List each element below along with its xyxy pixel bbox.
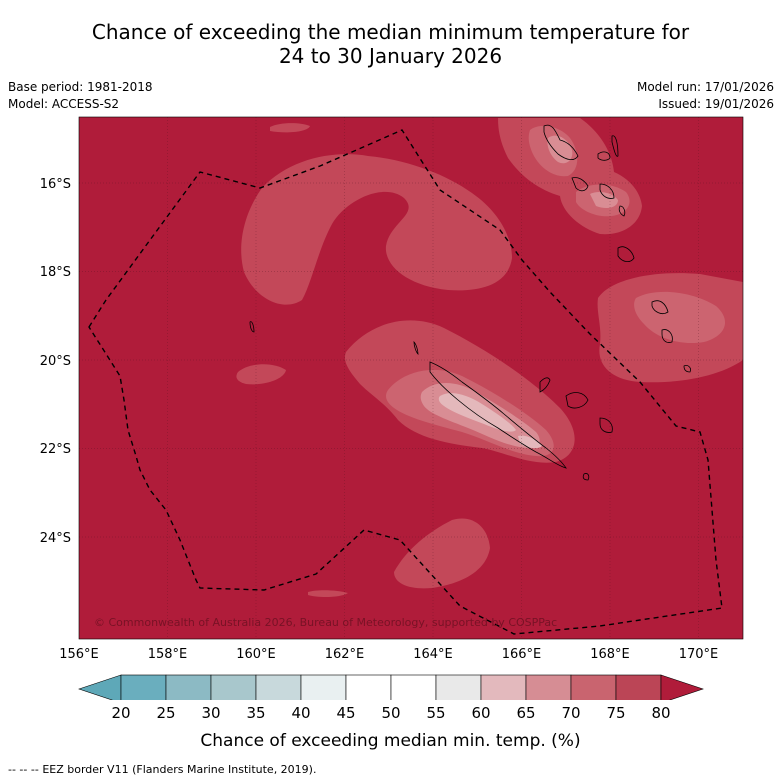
lat-label: 18°S — [40, 265, 71, 280]
vanuatu-efate — [599, 183, 615, 199]
belep-islands — [413, 341, 419, 355]
colorbar-high-arrow — [660, 674, 704, 700]
colorbar-segment — [435, 674, 482, 700]
colorbar-label: Chance of exceeding median min. temp. (%… — [200, 731, 581, 751]
lon-label: 170°E — [679, 647, 719, 662]
map-frame — [78, 116, 744, 640]
loyalty-islands-mare — [599, 417, 613, 433]
gridlines — [79, 117, 743, 639]
legend-footer: -- -- -- EEZ border V11 (Flanders Marine… — [8, 763, 316, 776]
map-area: © Commonwealth of Australia 2026, Bureau… — [79, 117, 743, 639]
vanuatu-malakula — [571, 177, 589, 192]
colorbar-segment — [300, 674, 347, 700]
loyalty-islands-lifou — [565, 392, 589, 409]
colorbar-tick-label: 20 — [111, 704, 131, 722]
colorbar-segment — [120, 674, 167, 700]
lat-label: 20°S — [40, 354, 71, 369]
band65-vanuatu-mid — [590, 192, 618, 208]
band75-top-strip — [270, 123, 310, 133]
eez-legend-text: EEZ border V11 (Flanders Marine Institut… — [42, 763, 317, 776]
colorbar-segment — [615, 674, 662, 700]
longitude-axis: 156°E 158°E 160°E 162°E 164°E 166°E 168°… — [59, 647, 718, 662]
lat-label: 16°S — [40, 177, 71, 192]
colorbar-tick-label: 75 — [606, 704, 626, 722]
colorbar-tick-label: 65 — [516, 704, 536, 722]
lon-label: 160°E — [236, 647, 276, 662]
colorbar-tick-label: 30 — [201, 704, 221, 722]
coastlines — [249, 124, 691, 481]
colorbar-tick-label: 60 — [471, 704, 491, 722]
lat-label: 22°S — [40, 442, 71, 457]
band75-south — [394, 518, 490, 589]
colorbar-segment — [255, 674, 302, 700]
new-caledonia-grande-terre — [429, 361, 567, 469]
colorbar-segment — [210, 674, 257, 700]
chesterfield-islet-1 — [249, 321, 255, 333]
colorbar-tick-label: 70 — [561, 704, 581, 722]
lon-label: 162°E — [325, 647, 365, 662]
colorbar — [78, 674, 704, 700]
colorbar-segment — [345, 674, 392, 700]
lon-label: 158°E — [148, 647, 188, 662]
colorbar-tick-label: 55 — [426, 704, 446, 722]
colorbar-low-arrow — [78, 674, 122, 700]
colorbar-tick-label: 35 — [246, 704, 266, 722]
colorbar-segment — [165, 674, 212, 700]
model-name: Model: ACCESS-S2 — [8, 97, 120, 111]
lon-label: 168°E — [590, 647, 630, 662]
band70-east — [634, 291, 726, 344]
issued-date: Issued: 19/01/2026 — [658, 97, 774, 111]
model-run: Model run: 17/01/2026 — [636, 80, 774, 94]
metadata-left: Base period: 1981-2018 Model: ACCESS-S2 — [8, 79, 153, 113]
map-figure: © Commonwealth of Australia 2026, Bureau… — [40, 116, 744, 700]
colorbar-segments — [120, 674, 662, 700]
vanuatu-espiritu-santo — [543, 124, 579, 160]
vanuatu-erromango — [617, 246, 635, 262]
lon-label: 164°E — [413, 647, 453, 662]
matthew-hunter — [683, 365, 691, 373]
colorbar-segment — [390, 674, 437, 700]
colorbar-tick-label: 25 — [156, 704, 176, 722]
colorbar-tick-label: 50 — [381, 704, 401, 722]
latitude-axis: 16°S 18°S 20°S 22°S 24°S — [40, 177, 71, 546]
colorbar-tick-label: 40 — [291, 704, 311, 722]
band60-grande-terre — [438, 393, 516, 432]
lon-label: 156°E — [59, 647, 99, 662]
eez-border — [88, 129, 723, 635]
vanuatu-aneityum — [661, 329, 673, 343]
band75-north-arc — [241, 154, 512, 305]
vanuatu-island-2 — [597, 151, 611, 161]
chart-title-line1: Chance of exceeding the median minimum t… — [91, 20, 690, 44]
metadata-right: Model run: 17/01/2026 Issued: 19/01/2026 — [637, 79, 774, 113]
copyright-notice: © Commonwealth of Australia 2026, Bureau… — [94, 616, 557, 629]
base-period: Base period: 1981-2018 — [8, 80, 153, 94]
colorbar-tick-label: 45 — [336, 704, 356, 722]
chart-title-line2: 24 to 30 January 2026 — [278, 44, 503, 68]
colorbar-tick-label: 80 — [651, 704, 671, 722]
vanuatu-island-3 — [618, 205, 626, 217]
eez-legend-symbol: -- -- -- — [8, 763, 39, 776]
colorbar-segment — [570, 674, 617, 700]
colorbar-segment — [525, 674, 572, 700]
band75-bottom-strip — [308, 590, 348, 598]
band75-west-blob — [236, 364, 286, 385]
vanuatu-tanna — [651, 300, 669, 314]
isle-of-pines — [582, 473, 590, 481]
loyalty-islands-ouvea — [539, 377, 551, 393]
lon-label: 166°E — [502, 647, 542, 662]
vanuatu-banks-1 — [611, 135, 619, 157]
colorbar-segment — [480, 674, 527, 700]
lat-label: 24°S — [40, 531, 71, 546]
